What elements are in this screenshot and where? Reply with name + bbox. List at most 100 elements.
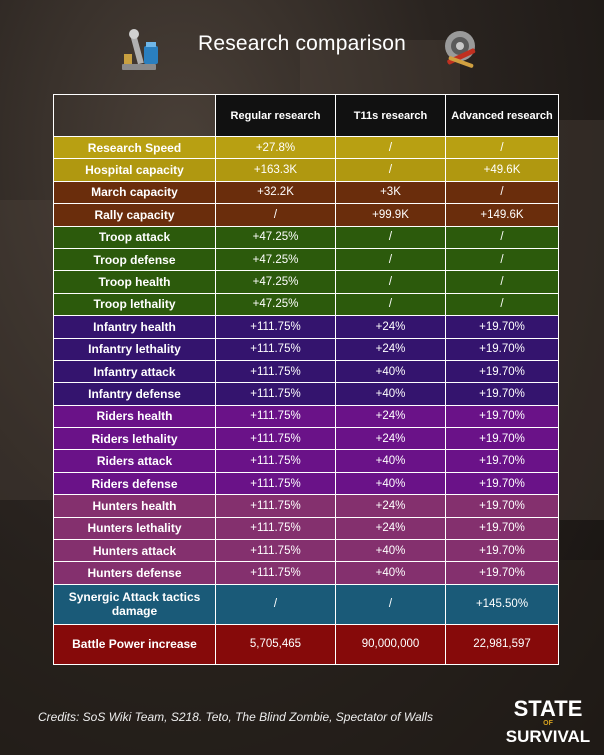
microscope-research-icon [122, 29, 158, 70]
row-label: Riders health [53, 404, 216, 429]
page-title: Research comparison [197, 32, 407, 55]
table-row: Hospital capacity +163.3K / +49.6K [53, 158, 559, 182]
row-value: 5,705,465 [215, 623, 336, 665]
table-row: Riders attack +111.75% +40% +19.70% [53, 449, 559, 473]
row-label: Troop health [53, 270, 216, 294]
row-value: +111.75% [215, 561, 336, 585]
row-value: +111.75% [215, 494, 336, 518]
row-value: +19.70% [445, 382, 559, 406]
row-value: +149.6K [445, 203, 559, 227]
row-value: / [335, 135, 446, 160]
row-value: +111.75% [215, 539, 336, 563]
row-value: / [335, 225, 446, 249]
row-label: Riders defense [53, 471, 216, 496]
row-value: +19.70% [445, 449, 559, 473]
row-value: +40% [335, 471, 446, 496]
row-value: +40% [335, 561, 446, 585]
row-value: +19.70% [445, 561, 559, 585]
row-value: / [335, 158, 446, 182]
row-value: +24% [335, 404, 446, 429]
row-value: +111.75% [215, 315, 336, 339]
table-row: Riders lethality +111.75% +24% +19.70% [53, 427, 559, 451]
table-row: Infantry health +111.75% +24% +19.70% [53, 315, 559, 339]
row-value: +19.70% [445, 539, 559, 563]
row-value: / [445, 270, 559, 294]
row-value: / [215, 583, 336, 625]
table-row: Infantry attack +111.75% +40% +19.70% [53, 359, 559, 384]
row-value: +24% [335, 337, 446, 361]
row-label: Hunters defense [53, 561, 216, 585]
row-value: / [445, 225, 559, 249]
row-value: / [445, 247, 559, 272]
credits-text: Credits: SoS Wiki Team, S218. Teto, The … [38, 710, 433, 724]
row-value: / [335, 270, 446, 294]
row-value: +111.75% [215, 449, 336, 473]
row-value: +19.70% [445, 494, 559, 518]
row-label: Infantry health [53, 315, 216, 339]
table-row: Battle Power increase 5,705,465 90,000,000… [53, 623, 559, 665]
table-row: Hunters defense +111.75% +40% +19.70% [53, 561, 559, 585]
row-label: Troop defense [53, 247, 216, 272]
svg-text:OF: OF [543, 720, 553, 727]
table-row: March capacity +32.2K +3K / [53, 180, 559, 205]
row-label: Synergic Attack tactics damage [53, 583, 216, 625]
row-label: Riders attack [53, 449, 216, 473]
row-value: +19.70% [445, 516, 559, 541]
column-header: Advanced research [445, 94, 559, 137]
row-label: Hospital capacity [53, 158, 216, 182]
row-label: Troop attack [53, 225, 216, 249]
row-label: Infantry defense [53, 382, 216, 406]
row-value: +47.25% [215, 247, 336, 272]
column-header: Regular research [215, 94, 336, 137]
table-row: Synergic Attack tactics damage / / +145.50% [53, 583, 559, 625]
row-value: +19.70% [445, 427, 559, 451]
row-value: / [445, 180, 559, 205]
table-row: Troop defense +47.25% / / [53, 247, 559, 272]
row-value: / [335, 583, 446, 625]
table-row: Infantry lethality +111.75% +24% +19.70% [53, 337, 559, 361]
row-value: +47.25% [215, 270, 336, 294]
row-value: +111.75% [215, 359, 336, 384]
row-value: +24% [335, 494, 446, 518]
row-label: Rally capacity [53, 203, 216, 227]
row-label: Hunters attack [53, 539, 216, 563]
row-value: +19.70% [445, 359, 559, 384]
table-row: Infantry defense +111.75% +40% +19.70% [53, 382, 559, 406]
row-label: Research Speed [53, 135, 216, 160]
row-label: Hunters lethality [53, 516, 216, 541]
row-label: Riders lethality [53, 427, 216, 451]
row-value: +111.75% [215, 404, 336, 429]
row-value: +27.8% [215, 135, 336, 160]
row-value: +24% [335, 427, 446, 451]
row-value: / [335, 247, 446, 272]
row-label: Battle Power increase [53, 623, 216, 665]
row-value: +19.70% [445, 315, 559, 339]
state-of-survival-logo: STATE OF SURVIVAL [506, 696, 590, 746]
row-value: +111.75% [215, 427, 336, 451]
header-corner [53, 94, 216, 137]
row-label: Infantry attack [53, 359, 216, 384]
row-value: +49.6K [445, 158, 559, 182]
table-row: Riders health +111.75% +24% +19.70% [53, 404, 559, 429]
table-row: Troop lethality +47.25% / / [53, 292, 559, 317]
gear-tools-icon [445, 31, 476, 68]
row-value: +111.75% [215, 516, 336, 541]
column-header: T11s research [335, 94, 446, 137]
row-value: +111.75% [215, 337, 336, 361]
header: Research comparison [0, 18, 604, 78]
row-value: +40% [335, 449, 446, 473]
table-row: Troop attack +47.25% / / [53, 225, 559, 249]
row-value: +163.3K [215, 158, 336, 182]
row-value: +47.25% [215, 292, 336, 317]
row-label: March capacity [53, 180, 216, 205]
row-value: +24% [335, 315, 446, 339]
table-row: Rally capacity / +99.9K +149.6K [53, 203, 559, 227]
row-value: +111.75% [215, 382, 336, 406]
row-value: / [335, 292, 446, 317]
row-value: +32.2K [215, 180, 336, 205]
row-label: Hunters health [53, 494, 216, 518]
table-row: Hunters health +111.75% +24% +19.70% [53, 494, 559, 518]
svg-text:STATE: STATE [514, 696, 583, 721]
comparison-table: Regular research T11s research Advanced … [53, 94, 559, 665]
table-row: Riders defense +111.75% +40% +19.70% [53, 471, 559, 496]
